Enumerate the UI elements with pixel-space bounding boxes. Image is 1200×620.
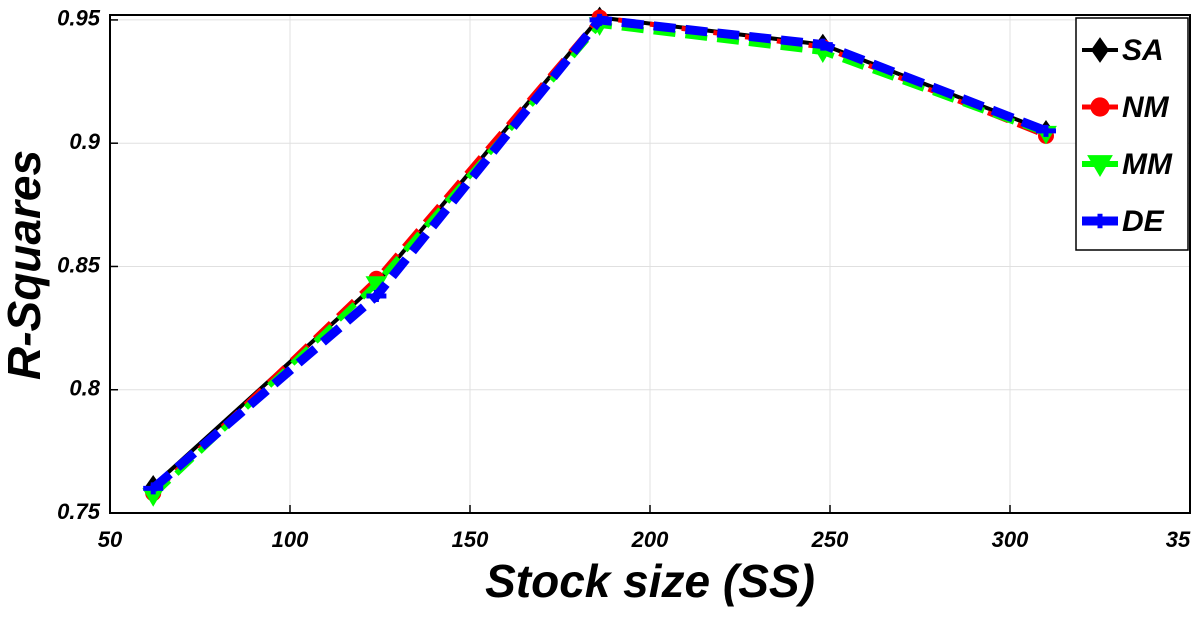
x-tick-label: 35 [1166,527,1191,552]
marker [1088,213,1112,229]
marker [143,482,164,495]
series-line [151,14,1047,496]
legend-label: SA [1122,34,1164,67]
y-tick-label: 0.95 [57,6,101,31]
y-tick-label: 0.85 [57,252,101,277]
x-axis-label: Stock size (SS) [485,555,815,607]
legend-label: MM [1122,148,1173,181]
x-tick-label: 250 [811,527,849,552]
y-tick-label: 0.8 [69,376,100,401]
x-tick-label: 50 [98,527,123,552]
legend-box [1075,17,1189,251]
y-tick-label: 0.9 [69,129,100,154]
marker [589,13,610,26]
marker [1087,155,1113,177]
series-line [151,15,1047,488]
x-tick-label: 200 [631,527,669,552]
marker [812,38,833,51]
plot-frame [109,14,1191,514]
x-tick-label: 100 [272,527,309,552]
marker [1090,37,1110,63]
y-tick-label: 0.75 [57,499,101,524]
marker [1090,97,1110,117]
legend-label: NM [1122,91,1170,124]
x-tick-label: 300 [992,527,1029,552]
x-tick-label: 150 [452,527,489,552]
marker [1036,124,1056,137]
series-line [150,15,1048,492]
marker [366,290,387,303]
series-line [151,21,1048,498]
legend-label: DE [1122,205,1165,238]
y-axis-label: R-Squares [0,150,50,380]
